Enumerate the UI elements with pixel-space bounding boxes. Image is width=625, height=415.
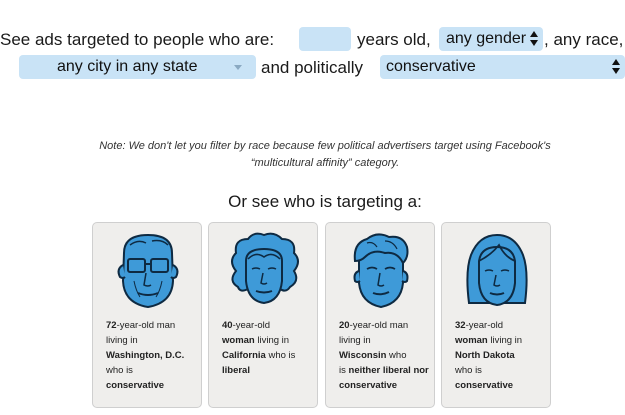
location-select-value: any city in any state	[57, 58, 198, 75]
politics-select[interactable]: conservative	[380, 55, 625, 79]
age-input[interactable]	[299, 27, 351, 51]
and-politically-text: and politically	[261, 58, 364, 77]
persona-heading: Or see who is targeting a:	[228, 192, 422, 211]
young-man-face-icon	[353, 233, 409, 309]
elderly-man-face-icon	[117, 233, 179, 309]
filter-row-1: See ads targeted to people who are: year…	[0, 27, 625, 53]
politics-select-value: conservative	[386, 58, 476, 75]
any-race-text: , any race,	[544, 30, 624, 49]
filter-row-2: any city in any state and politically co…	[0, 55, 625, 81]
race-filter-note: Note: We don't let you filter by race be…	[99, 140, 551, 169]
chevron-down-icon	[234, 65, 242, 70]
select-arrows-icon	[530, 30, 538, 48]
persona-card-california[interactable]: 40-year-old woman living in California w…	[208, 222, 318, 408]
persona-description: 20-year-old man living in Wisconsin who …	[339, 320, 429, 391]
persona-description: 72-year-old man living in Washington, D.…	[106, 320, 185, 391]
gender-select-value: any gender	[446, 30, 527, 47]
persona-card-washington[interactable]: 72-year-old man living in Washington, D.…	[92, 222, 202, 408]
select-arrows-icon	[612, 58, 620, 76]
intro-text: See ads targeted to people who are:	[0, 30, 275, 49]
woman-long-hair-face-icon	[466, 233, 528, 307]
persona-card-wisconsin[interactable]: 20-year-old man living in Wisconsin who …	[325, 222, 435, 408]
gender-select[interactable]: any gender	[439, 27, 543, 51]
years-old-text: years old,	[357, 30, 431, 49]
location-select[interactable]: any city in any state	[19, 55, 256, 79]
persona-description: 40-year-old woman living in California w…	[222, 320, 296, 376]
persona-description: 32-year-old woman living in North Dakota…	[455, 320, 523, 391]
woman-curly-hair-face-icon	[231, 232, 299, 305]
persona-card-north-dakota[interactable]: 32-year-old woman living in North Dakota…	[441, 222, 551, 408]
